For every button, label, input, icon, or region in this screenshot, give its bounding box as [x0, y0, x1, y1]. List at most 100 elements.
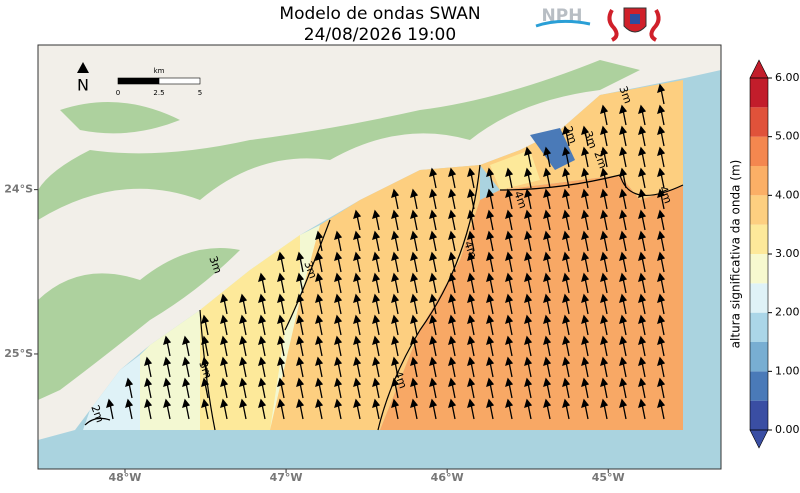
wave-arrow: [486, 293, 495, 315]
wave-arrow: [277, 293, 286, 315]
wave-arrow: [410, 209, 419, 231]
wave-arrow: [619, 125, 628, 147]
logo-wave: [535, 19, 591, 28]
wave-arrow: [486, 272, 495, 294]
wave-arrow: [315, 398, 324, 420]
wave-arrow: [657, 377, 666, 399]
wave-arrow: [486, 167, 495, 189]
wave-arrow: [315, 251, 324, 273]
wave-arrow: [638, 167, 647, 189]
scale-label: 0: [116, 89, 120, 97]
wave-arrow: [429, 356, 438, 378]
wave-arrow: [581, 314, 590, 336]
wave-arrow: [467, 377, 476, 399]
wave-arrow: [125, 377, 134, 399]
wave-arrow: [334, 398, 343, 420]
wave-arrow: [353, 377, 362, 399]
wave-arrow: [638, 314, 647, 336]
wave-arrow: [543, 377, 552, 399]
wave-arrow: [619, 104, 628, 126]
wave-arrow: [619, 251, 628, 273]
wave-arrow: [372, 335, 381, 357]
colorbar: 0.00 1.00 2.00 3.00 4.00 5.00 6.00: [749, 59, 800, 449]
wave-arrow: [600, 293, 609, 315]
wave-arrow: [410, 188, 419, 210]
wave-arrow: [258, 356, 267, 378]
wave-arrow: [182, 356, 191, 378]
north-arrow: [77, 62, 89, 73]
wave-arrow: [638, 356, 647, 378]
wave-arrow: [505, 356, 514, 378]
wave-arrow: [543, 272, 552, 294]
wave-arrow: [277, 314, 286, 336]
wave-arrow: [581, 293, 590, 315]
wave-arrow: [448, 209, 457, 231]
wave-arrow: [410, 356, 419, 378]
wave-arrow: [657, 146, 666, 168]
wave-arrow: [581, 188, 590, 210]
wave-arrow: [467, 251, 476, 273]
wave-arrow: [106, 398, 115, 420]
wave-arrow: [505, 272, 514, 294]
wave-arrow: [258, 314, 267, 336]
wave-arrow: [296, 251, 305, 273]
wave-arrow: [429, 398, 438, 420]
wave-arrow: [429, 335, 438, 357]
wave-arrow: [600, 146, 609, 168]
wave-arrow: [296, 314, 305, 336]
wave-arrow: [486, 188, 495, 210]
title-line: Modelo de ondas SWAN: [279, 4, 480, 24]
wave-arrow: [372, 377, 381, 399]
wave-arrow: [258, 377, 267, 399]
wave-arrow: [619, 398, 628, 420]
wave-arrow: [277, 377, 286, 399]
wave-arrow: [353, 209, 362, 231]
wave-arrow: [315, 314, 324, 336]
wave-arrow: [581, 398, 590, 420]
wave-arrow: [657, 251, 666, 273]
contour-label: 3m: [301, 259, 319, 280]
wave-arrow: [239, 293, 248, 315]
wave-arrow: [638, 230, 647, 252]
wave-arrow: [524, 314, 533, 336]
wave-arrow: [524, 356, 533, 378]
wave-arrow: [144, 356, 153, 378]
wave-arrow: [638, 104, 647, 126]
contour-label: 4m: [391, 369, 409, 390]
colorbar-band: [750, 254, 768, 284]
wave-arrow: [429, 293, 438, 315]
contour-label: 3m: [206, 254, 224, 275]
wave-arrow: [372, 356, 381, 378]
wave-arrow: [239, 356, 248, 378]
wave-arrow: [353, 251, 362, 273]
wave-arrow: [410, 314, 419, 336]
wave-arrow: [524, 230, 533, 252]
wave-arrow: [524, 167, 533, 189]
wave-arrow: [657, 125, 666, 147]
wave-arrow: [581, 167, 590, 189]
wave-arrow: [638, 335, 647, 357]
wave-arrow: [657, 272, 666, 294]
wave-arrow: [182, 335, 191, 357]
wave-arrow: [448, 377, 457, 399]
wave-arrow: [657, 314, 666, 336]
wave-arrow: [448, 167, 457, 189]
wave-arrow: [353, 230, 362, 252]
wave-arrow: [619, 314, 628, 336]
wave-arrow: [467, 272, 476, 294]
colorbar-extend: [749, 429, 769, 449]
contour-label: 4m: [656, 184, 674, 205]
wave-arrow: [391, 188, 400, 210]
y-tick-label: 24°S: [4, 183, 33, 196]
wave-arrow: [467, 335, 476, 357]
wave-arrow: [410, 230, 419, 252]
wave-arrow: [581, 230, 590, 252]
wave-arrow: [600, 272, 609, 294]
colorbar-band: [750, 224, 768, 254]
wave-arrow: [505, 314, 514, 336]
wave-arrow: [239, 398, 248, 420]
wave-arrow: [657, 83, 666, 105]
wave-arrow: [277, 356, 286, 378]
wave-arrow: [505, 209, 514, 231]
